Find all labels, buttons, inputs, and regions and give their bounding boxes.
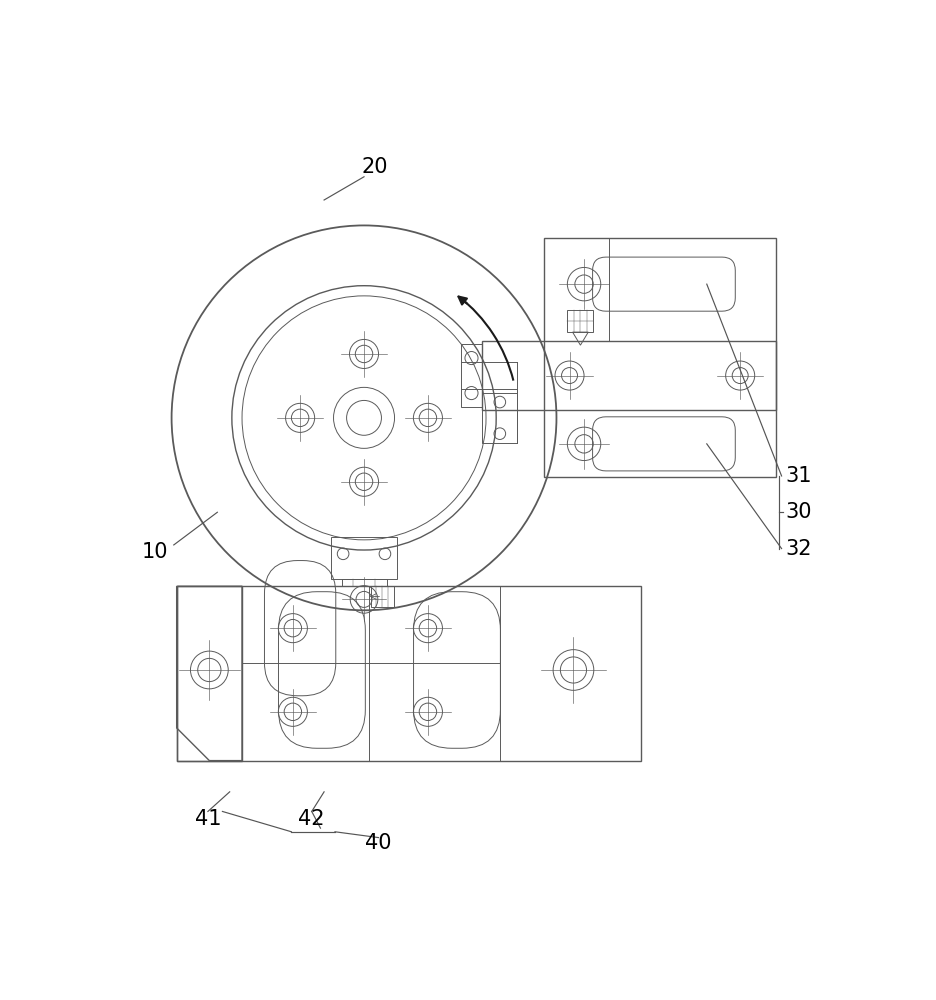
Bar bbox=[544, 238, 776, 477]
Text: 31: 31 bbox=[784, 466, 811, 486]
Bar bbox=[177, 586, 641, 761]
Text: 32: 32 bbox=[784, 539, 811, 559]
Text: 20: 20 bbox=[361, 157, 388, 177]
Bar bbox=[461, 344, 482, 407]
Bar bbox=[370, 586, 393, 607]
Text: 30: 30 bbox=[784, 502, 811, 522]
Text: 10: 10 bbox=[141, 542, 168, 562]
Bar bbox=[482, 341, 776, 410]
Bar bbox=[341, 579, 387, 586]
Text: 42: 42 bbox=[299, 809, 325, 829]
Text: 41: 41 bbox=[195, 809, 221, 829]
Bar bbox=[566, 310, 592, 332]
Bar bbox=[177, 586, 241, 761]
Bar bbox=[482, 393, 517, 443]
Bar bbox=[331, 537, 396, 579]
Text: 40: 40 bbox=[365, 833, 391, 853]
